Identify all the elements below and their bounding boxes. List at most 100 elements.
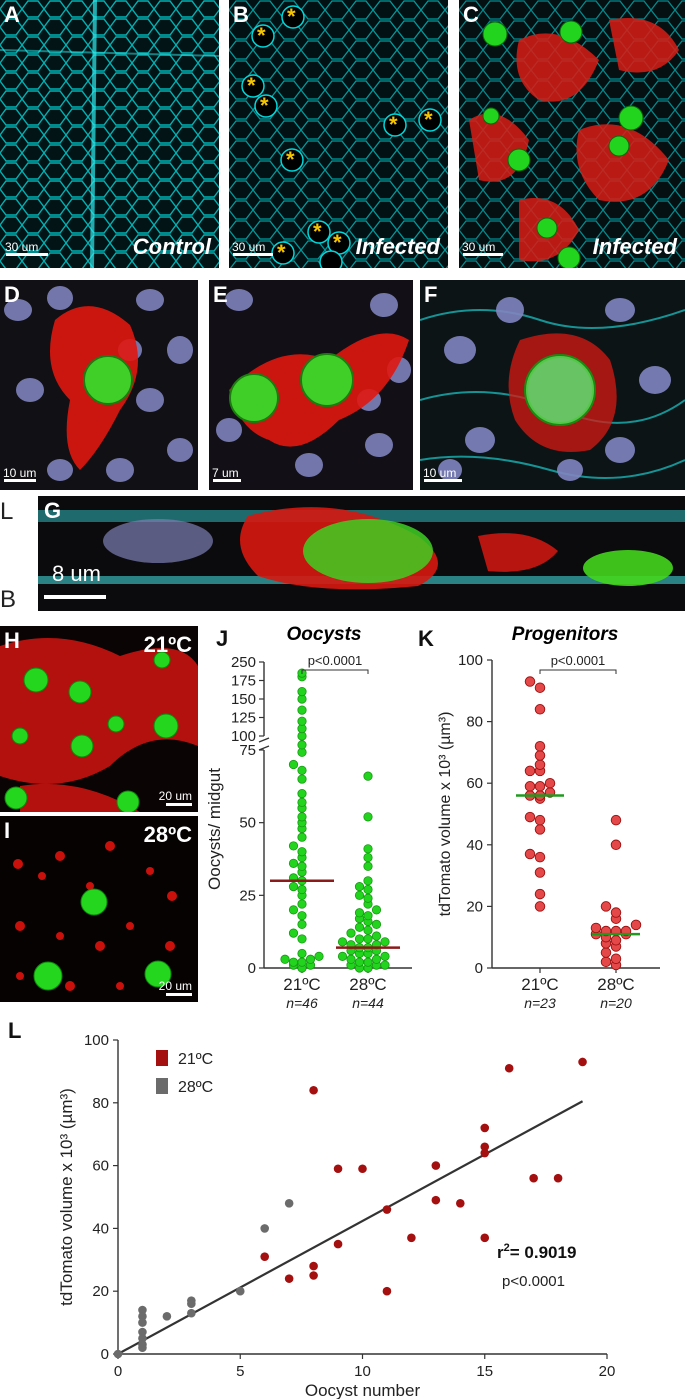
panel-b: * * * * * * * * * * B Infected 30 um [229, 0, 448, 268]
legend-label: 21ºC [178, 1051, 213, 1068]
data-point [371, 931, 382, 941]
n-label: n=46 [286, 995, 318, 1011]
x-tick-label: 21ºC [521, 975, 558, 994]
data-point [371, 919, 382, 929]
legend-swatch [156, 1050, 168, 1066]
panel-g-side-label-top: L [0, 498, 14, 525]
data-point [288, 841, 299, 851]
y-tick-label: 20 [466, 898, 483, 915]
data-point [371, 905, 382, 915]
data-point [534, 901, 546, 912]
data-point [600, 901, 612, 912]
data-point [346, 928, 356, 938]
data-point [534, 824, 546, 835]
panel-c: C Infected 30 um [459, 0, 685, 268]
data-point [480, 1123, 490, 1133]
panel-c-scale-text: 30 um [462, 240, 496, 254]
y-tick-label: 75 [239, 742, 256, 759]
data-point [297, 934, 307, 944]
panel-b-caption: Infected [355, 234, 440, 259]
panel-label-i: I [4, 818, 11, 843]
asterisk-marker: * [257, 23, 266, 48]
data-point [630, 919, 642, 931]
data-point [524, 848, 536, 860]
y-tick-label: 0 [475, 960, 483, 977]
data-point [138, 1305, 147, 1315]
data-point [138, 1343, 147, 1353]
x-axis-label: Oocyst number [305, 1381, 421, 1399]
chart-j-title: Oocysts [286, 624, 362, 645]
asterisk-marker: * [313, 219, 322, 244]
data-point [534, 781, 546, 792]
chart-k-title: Progenitors [511, 624, 619, 645]
y-tick-label: 0 [248, 960, 256, 977]
panel-c-image [459, 0, 685, 268]
asterisk-marker: * [260, 93, 269, 118]
panel-g: G 8 um [38, 496, 685, 611]
data-point [138, 1318, 147, 1327]
data-point [280, 954, 290, 964]
data-point [260, 1224, 270, 1233]
data-point [610, 814, 622, 826]
data-point [524, 765, 536, 777]
data-point [610, 953, 622, 965]
data-point [333, 1164, 343, 1174]
n-label: n=20 [600, 995, 632, 1011]
significance-bracket [539, 669, 617, 674]
data-point [354, 882, 365, 892]
data-point [524, 781, 536, 792]
data-point [363, 884, 373, 895]
data-point [431, 1195, 441, 1205]
data-point [297, 740, 307, 750]
panel-d-scale-text: 10 um [3, 466, 37, 480]
asterisk-marker: * [247, 73, 256, 98]
data-point [544, 777, 556, 789]
panel-c-scale-bar [463, 253, 503, 256]
p-value-label: p<0.0001 [502, 1273, 565, 1290]
panel-label-j: J [216, 626, 229, 651]
panel-e-image [209, 280, 413, 490]
n-label: n=44 [352, 995, 384, 1011]
y-tick-label: 80 [92, 1095, 109, 1112]
data-point [534, 759, 546, 770]
asterisk-marker: * [286, 147, 295, 172]
data-point [162, 1312, 172, 1321]
data-point [600, 956, 612, 968]
data-point [363, 957, 373, 967]
y-tick-label: 50 [239, 815, 256, 832]
data-point [456, 1198, 465, 1208]
panel-label-a: A [4, 2, 20, 27]
y-tick-label: 100 [231, 728, 256, 745]
data-point [309, 1085, 318, 1095]
data-point [363, 812, 373, 822]
data-point [235, 1286, 245, 1296]
panel-h-scale-text: 20 um [158, 789, 192, 803]
data-point [138, 1312, 147, 1321]
data-point [534, 682, 546, 693]
data-point [297, 911, 307, 921]
panel-label-d: D [4, 282, 20, 307]
x-tick-label: 28ºC [597, 975, 634, 994]
chart-k: 0 20 40 60 80 100 tdTomato volume x 10³ (µm³) 2… [437, 652, 660, 1011]
chart-l: 0 20 40 60 80 100 0 5 10 15 20 Oocyst number tdTomat… [57, 1032, 615, 1399]
panel-a: A Control 30 um [0, 0, 219, 268]
data-point [297, 884, 307, 895]
y-tick-label: 125 [231, 710, 256, 727]
data-point [113, 1349, 123, 1359]
data-point [380, 951, 390, 961]
data-point [354, 934, 365, 944]
panel-g-scale-bar [44, 595, 106, 599]
asterisk-marker: * [389, 112, 398, 137]
panel-e-scale-bar [213, 479, 241, 482]
data-point [363, 852, 373, 863]
data-point [363, 911, 373, 921]
data-point [309, 1271, 318, 1280]
panel-f-scale-text: 10 um [423, 466, 457, 480]
data-point [529, 1173, 538, 1183]
data-point [553, 1173, 563, 1183]
data-point [407, 1233, 416, 1243]
data-point [610, 839, 622, 851]
data-point [305, 954, 316, 964]
panel-label-c: C [463, 2, 479, 27]
